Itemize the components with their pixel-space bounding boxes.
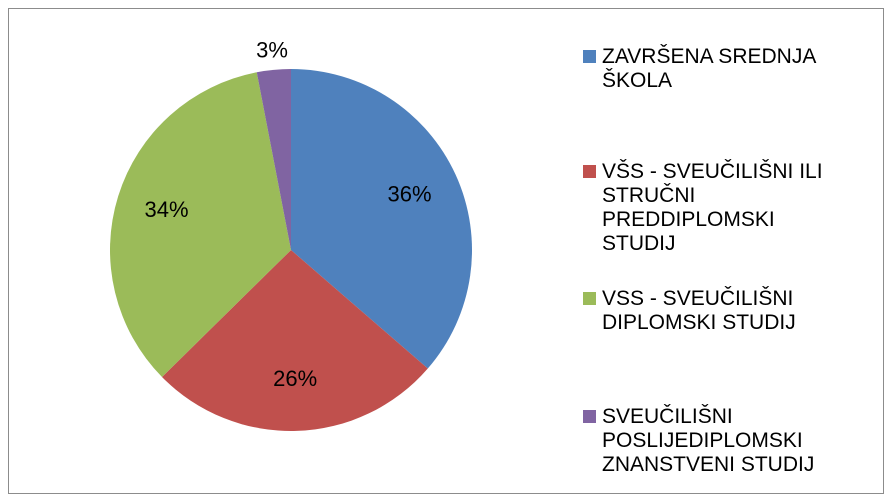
legend-item: VŠS - SVEUČILIŠNI ILI STRUČNI PREDDIPLOM… [583, 160, 853, 256]
pie-slice [109, 72, 292, 377]
legend-swatch [583, 292, 596, 305]
pie-slice [291, 69, 473, 369]
legend-label: SVEUČILIŠNI POSLIJEDIPLOMSKI ZNANSTVENI … [602, 405, 815, 476]
pie-slice [256, 69, 291, 250]
pie-slice [162, 250, 428, 432]
legend-item: VSS - SVEUČILIŠNI DIPLOMSKI STUDIJ [583, 287, 853, 335]
legend-swatch [583, 165, 596, 178]
legend-item: ZAVRŠENA SREDNJA ŠKOLA [583, 45, 853, 93]
legend-item: SVEUČILIŠNI POSLIJEDIPLOMSKI ZNANSTVENI … [583, 405, 853, 477]
legend-label: VSS - SVEUČILIŠNI DIPLOMSKI STUDIJ [602, 287, 796, 334]
legend-label: ZAVRŠENA SREDNJA ŠKOLA [602, 45, 816, 92]
data-label: 26% [273, 366, 317, 391]
legend-swatch [583, 410, 596, 423]
data-label: 36% [388, 182, 432, 207]
data-label: 34% [145, 197, 189, 222]
data-label: 3% [256, 38, 288, 63]
chart-frame [8, 8, 884, 494]
legend-label: VŠS - SVEUČILIŠNI ILI STRUČNI PREDDIPLOM… [602, 160, 823, 255]
legend-swatch [583, 50, 596, 63]
